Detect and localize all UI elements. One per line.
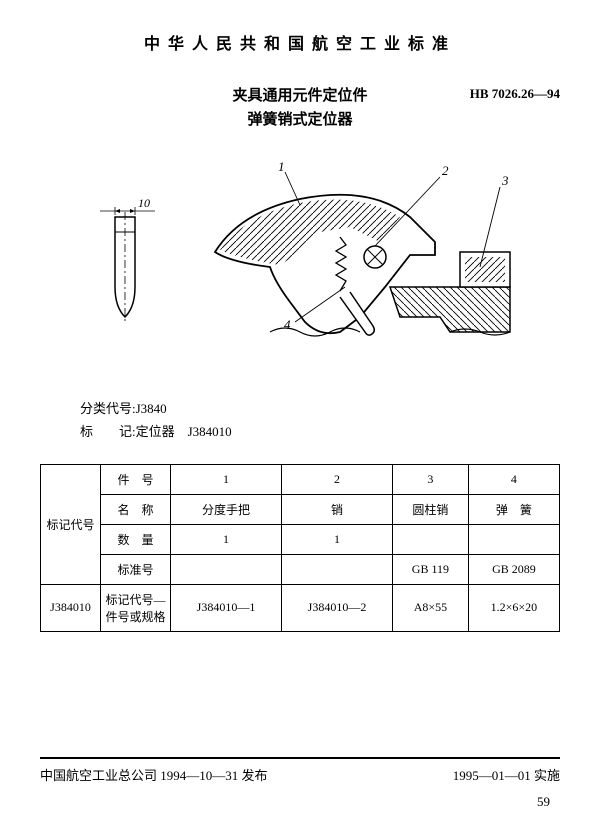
cell: 1.2×6×20 <box>468 584 559 631</box>
spec-label: 标记代号—件号或规格 <box>101 584 171 631</box>
cell: 销 <box>282 494 393 524</box>
table-row: J384010 标记代号—件号或规格 J384010—1 J384010—2 A… <box>41 584 560 631</box>
meta-info: 分类代号:J3840 标 记:定位器 J384010 <box>80 397 560 444</box>
standard-code: HB 7026.26—94 <box>470 86 560 102</box>
page-title: 中华人民共和国航空工业标准 <box>40 30 560 54</box>
cell: J384010—1 <box>171 584 282 631</box>
cell: 1 <box>282 524 393 554</box>
callout-3: 3 <box>501 173 509 188</box>
cell: 1 <box>171 524 282 554</box>
row-group-label: 标记代号 <box>41 464 101 584</box>
cell: GB 119 <box>393 554 469 584</box>
dimension-10: 10 <box>138 196 150 210</box>
sub-header: 夹具通用元件定位件 弹簧销式定位器 HB 7026.26—94 <box>40 84 560 132</box>
callout-4: 4 <box>284 317 291 332</box>
footer: 中国航空工业总公司 1994—10—31 发布 1995—01—01 实施 <box>40 757 560 784</box>
cell: GB 2089 <box>468 554 559 584</box>
cell: 数 量 <box>101 524 171 554</box>
mark-label: 标 记: <box>80 424 136 439</box>
cell: 名 称 <box>101 494 171 524</box>
cell: 弹 簧 <box>468 494 559 524</box>
footer-left: 中国航空工业总公司 1994—10—31 发布 <box>40 765 268 784</box>
cell: 3 <box>393 464 469 494</box>
cell: 2 <box>282 464 393 494</box>
table-row: 标记代号 件 号 1 2 3 4 <box>41 464 560 494</box>
diagram-left-view: 10 <box>100 196 155 322</box>
page-number: 59 <box>537 794 550 810</box>
diagram-main-view: 1 2 3 4 <box>215 159 510 336</box>
cell: 件 号 <box>101 464 171 494</box>
cell <box>282 554 393 584</box>
cell: J384010—2 <box>282 584 393 631</box>
table-row: 数 量 1 1 <box>41 524 560 554</box>
sub-title-line1: 夹具通用元件定位件 <box>232 84 367 108</box>
cell: 1 <box>171 464 282 494</box>
class-value: J3840 <box>136 401 167 416</box>
cell: 4 <box>468 464 559 494</box>
cell <box>171 554 282 584</box>
mark-value: 定位器 J384010 <box>136 424 232 439</box>
callout-2: 2 <box>442 163 449 178</box>
spec-table: 标记代号 件 号 1 2 3 4 名 称 分度手把 销 圆柱销 弹 簧 数 量 … <box>40 464 560 632</box>
sub-title-line2: 弹簧销式定位器 <box>232 108 367 132</box>
callout-1: 1 <box>278 159 285 174</box>
table-row: 标准号 GB 119 GB 2089 <box>41 554 560 584</box>
cell: 标准号 <box>101 554 171 584</box>
sub-title: 夹具通用元件定位件 弹簧销式定位器 <box>232 84 367 132</box>
footer-right: 1995—01—01 实施 <box>453 765 560 784</box>
spec-left: J384010 <box>41 584 101 631</box>
cell: 分度手把 <box>171 494 282 524</box>
class-label: 分类代号: <box>80 401 136 416</box>
table-row: 名 称 分度手把 销 圆柱销 弹 簧 <box>41 494 560 524</box>
cell <box>393 524 469 554</box>
cell: 圆柱销 <box>393 494 469 524</box>
technical-diagram: 10 <box>40 157 560 367</box>
cell <box>468 524 559 554</box>
cell: A8×55 <box>393 584 469 631</box>
